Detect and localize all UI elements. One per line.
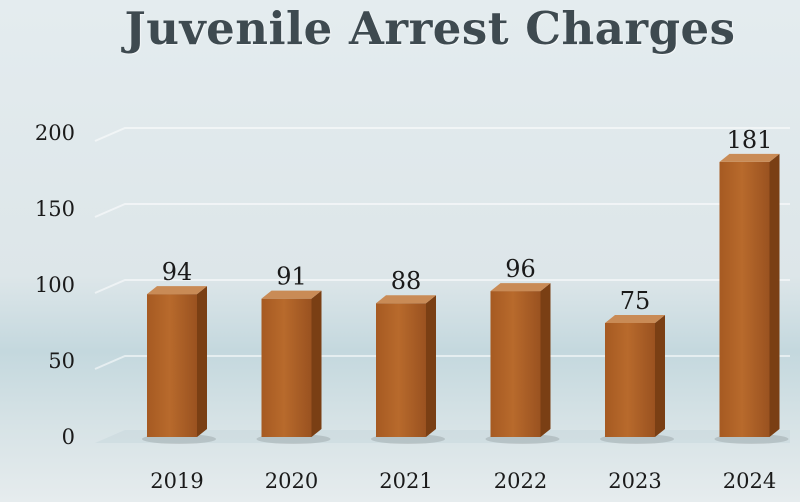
bar-2024 [714,153,789,444]
bar-top-2020 [261,290,322,299]
bar-side-2024 [769,153,780,437]
gridlines [94,127,790,370]
x-tick-label-2023: 2023 [608,469,661,493]
bar-front-2024 [719,161,770,437]
bar-top-2022 [490,283,551,292]
bar-side-2022 [540,283,551,437]
y-tick-label: 50 [48,349,75,373]
data-label-2024: 181 [727,126,773,154]
bar-front-2019 [147,294,197,437]
y-tick-label: 150 [35,197,75,221]
bar-side-2020 [311,290,322,437]
x-axis-ticks: 2019 2020 2021 2022 2023 2024 [150,469,776,493]
data-label-2021: 88 [391,267,422,295]
bar-side-2021 [426,295,436,437]
data-label-2020: 91 [276,263,307,291]
x-tick-label-2022: 2022 [494,469,547,493]
x-tick-label-2020: 2020 [265,469,318,493]
x-tick-label-2019: 2019 [150,469,203,493]
data-label-2019: 94 [162,258,193,286]
bar-2022 [485,283,560,444]
bar-front-2020 [261,298,312,437]
bar-2019 [142,286,216,444]
gridline [94,203,790,218]
gridline [94,127,790,142]
chart-title: Juvenile Arrest Charges [124,2,736,55]
data-label-2023: 75 [620,287,651,315]
bar-top-2024 [719,153,780,162]
x-tick-label-2024: 2024 [723,469,776,493]
bar-front-2021 [376,303,426,437]
bar-top-2021 [376,295,436,304]
y-tick-label: 100 [35,273,75,297]
bar-front-2022 [490,291,541,437]
gridline [94,355,790,370]
y-tick-label: 200 [35,121,75,145]
bars [142,153,789,444]
bar-front-2023 [605,323,655,437]
gridline [94,279,790,294]
bar-2020 [256,290,331,444]
bar-side-2019 [197,286,207,437]
x-tick-label-2021: 2021 [379,469,432,493]
bar-2021 [371,295,445,444]
data-label-2022: 96 [505,255,536,283]
bar-top-2019 [147,286,207,295]
y-tick-label: 0 [62,425,75,449]
bar-side-2023 [655,315,665,437]
data-labels: 94 91 88 96 75 181 [162,126,773,315]
y-axis-ticks: 0 50 100 150 200 [35,121,75,449]
bar-top-2023 [605,315,665,323]
bar-2023 [600,315,674,444]
